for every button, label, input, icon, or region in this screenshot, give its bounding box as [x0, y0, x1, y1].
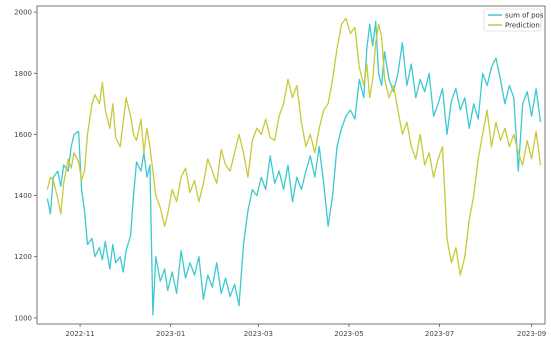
series-layer	[46, 17, 542, 316]
y-tick-label-4: 1800	[14, 70, 32, 78]
y-tick-label-0: 1000	[14, 314, 32, 322]
y-tick-label-5: 2000	[14, 9, 32, 17]
x-tick-label-2: 2023-03	[244, 330, 273, 338]
plot-frame	[36, 5, 546, 325]
y-tick-label-2: 1400	[14, 192, 32, 200]
y-axis: 1000 1200 1400 1600 1800 2000	[14, 9, 37, 322]
x-tick-label-0: 2022-11	[65, 330, 94, 338]
x-tick-label-4: 2023-07	[425, 330, 454, 338]
legend-label-0: sum of pos	[505, 12, 544, 20]
y-tick-label-3: 1600	[14, 131, 32, 139]
x-tick-label-5: 2023-09	[517, 330, 546, 338]
legend-label-1: Prediction	[505, 22, 540, 30]
legend: sum of pos Prediction	[483, 8, 544, 32]
series-line-prediction	[46, 17, 542, 276]
y-tick-label-1: 1200	[14, 253, 32, 261]
x-tick-label-1: 2023-01	[156, 330, 185, 338]
series-line-sum-of-pos	[46, 20, 542, 316]
x-tick-label-3: 2023-05	[334, 330, 363, 338]
x-axis: 2022-11 2023-01 2023-03 2023-05 2023-07 2023-…	[65, 324, 546, 338]
